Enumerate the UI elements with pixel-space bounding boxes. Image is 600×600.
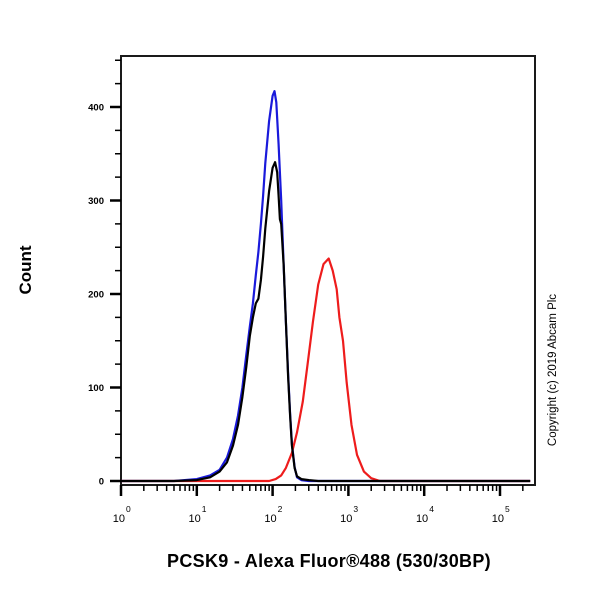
x-axis-label: PCSK9 - Alexa Fluor®488 (530/30BP) bbox=[167, 551, 491, 571]
y-tick-label: 100 bbox=[88, 383, 104, 394]
plot-frame bbox=[120, 55, 536, 486]
svg-text:3: 3 bbox=[353, 504, 358, 514]
histogram-line-red bbox=[121, 257, 531, 483]
y-axis-label: Count bbox=[16, 245, 35, 295]
x-tick-label: 105 bbox=[492, 504, 510, 525]
svg-text:10: 10 bbox=[340, 513, 352, 525]
svg-text:10: 10 bbox=[264, 513, 276, 525]
y-axis: 0 100 200 300 400 bbox=[88, 59, 121, 488]
x-tick-label: 104 bbox=[416, 504, 434, 525]
series-layer bbox=[121, 89, 531, 483]
y-tick-label: 300 bbox=[88, 196, 104, 207]
x-tick-label: 101 bbox=[189, 504, 207, 525]
histogram-line-black bbox=[121, 161, 531, 483]
x-tick-label: 102 bbox=[264, 504, 282, 525]
svg-text:1: 1 bbox=[202, 504, 207, 514]
plot-border bbox=[120, 55, 536, 486]
y-tick-label: 400 bbox=[88, 103, 104, 114]
svg-text:0: 0 bbox=[126, 504, 131, 514]
x-tick-label: 100 bbox=[113, 504, 131, 525]
y-tick-label: 200 bbox=[88, 290, 104, 301]
x-tick-label: 103 bbox=[340, 504, 358, 525]
svg-text:10: 10 bbox=[113, 513, 125, 525]
histogram-line-blue bbox=[121, 89, 531, 483]
svg-text:10: 10 bbox=[189, 513, 201, 525]
svg-text:5: 5 bbox=[505, 504, 510, 514]
y-tick-label: 0 bbox=[99, 477, 104, 488]
svg-text:2: 2 bbox=[278, 504, 283, 514]
svg-text:10: 10 bbox=[416, 513, 428, 525]
svg-text:4: 4 bbox=[429, 504, 434, 514]
svg-text:10: 10 bbox=[492, 513, 504, 525]
copyright-notice: Copyright (c) 2019 Abcam Plc bbox=[547, 293, 559, 447]
